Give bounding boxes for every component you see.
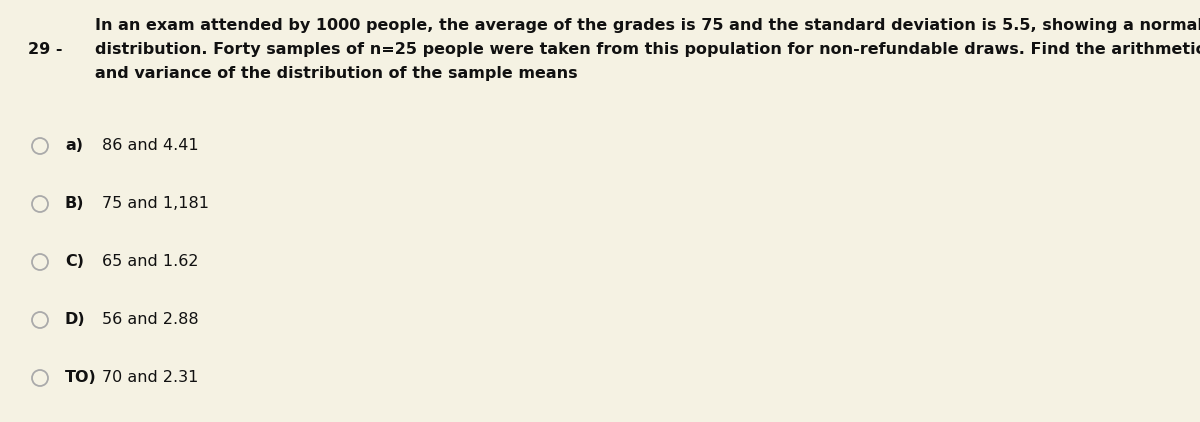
Text: 65 and 1.62: 65 and 1.62 (102, 254, 198, 269)
Text: D): D) (65, 312, 85, 327)
Text: distribution. Forty samples of n=25 people were taken from this population for n: distribution. Forty samples of n=25 peop… (95, 42, 1200, 57)
Text: and variance of the distribution of the sample means: and variance of the distribution of the … (95, 66, 577, 81)
Text: TO): TO) (65, 370, 97, 385)
Text: 75 and 1,181: 75 and 1,181 (102, 196, 209, 211)
Text: B): B) (65, 196, 84, 211)
Text: 70 and 2.31: 70 and 2.31 (102, 370, 198, 385)
Text: C): C) (65, 254, 84, 269)
Text: In an exam attended by 1000 people, the average of the grades is 75 and the stan: In an exam attended by 1000 people, the … (95, 18, 1200, 33)
Text: 86 and 4.41: 86 and 4.41 (102, 138, 199, 153)
Text: a): a) (65, 138, 83, 153)
Text: 29 -: 29 - (28, 42, 62, 57)
Text: 56 and 2.88: 56 and 2.88 (102, 312, 199, 327)
